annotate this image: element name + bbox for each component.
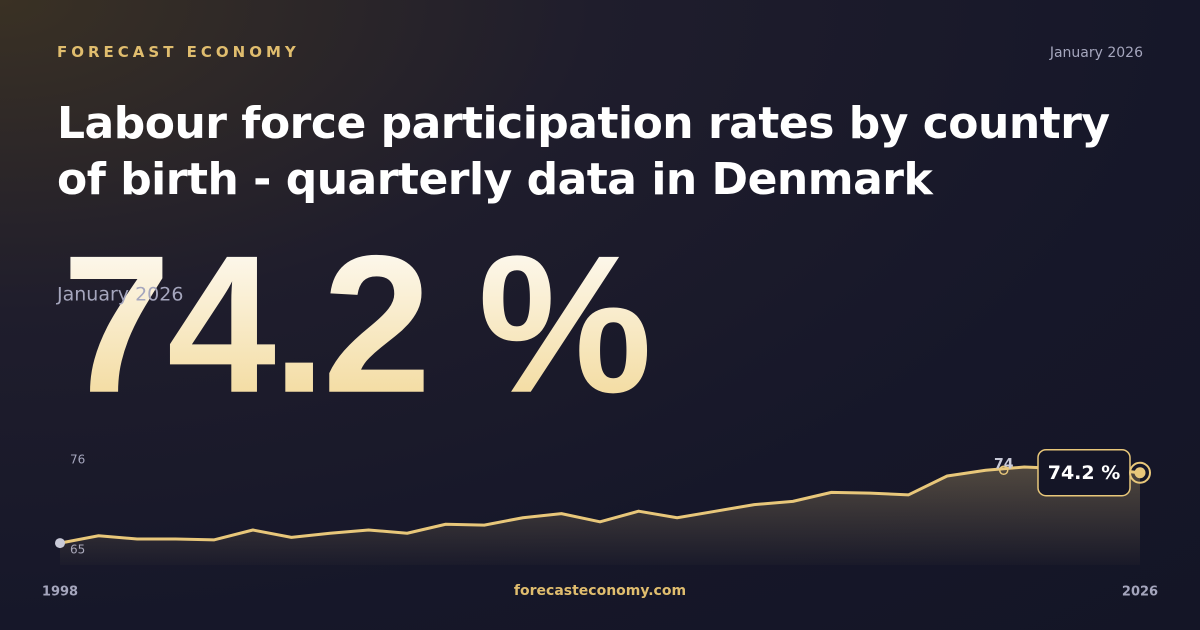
end-point <box>1134 467 1146 479</box>
title: Labour force participation rates by coun… <box>57 98 1110 205</box>
footer: forecasteconomy.com <box>513 583 687 599</box>
x-tick-label: 1998 <box>42 585 78 600</box>
headline-value: 74.2 % <box>62 215 648 434</box>
line <box>59 465 1141 545</box>
x-tick-label: 2026 <box>1122 585 1158 600</box>
y-tick-label: 76 <box>70 453 85 467</box>
brand: FORECAST ECONOMY <box>57 43 300 61</box>
start-point <box>55 538 65 549</box>
annotation: 74 <box>994 456 1014 472</box>
end-ring <box>1129 461 1151 484</box>
area <box>60 467 1140 565</box>
annotation-marker <box>998 465 1009 476</box>
value-label: 74.2 % <box>1048 462 1121 484</box>
headline-date: January 2026 <box>56 284 183 306</box>
date: January 2026 <box>1049 45 1143 61</box>
